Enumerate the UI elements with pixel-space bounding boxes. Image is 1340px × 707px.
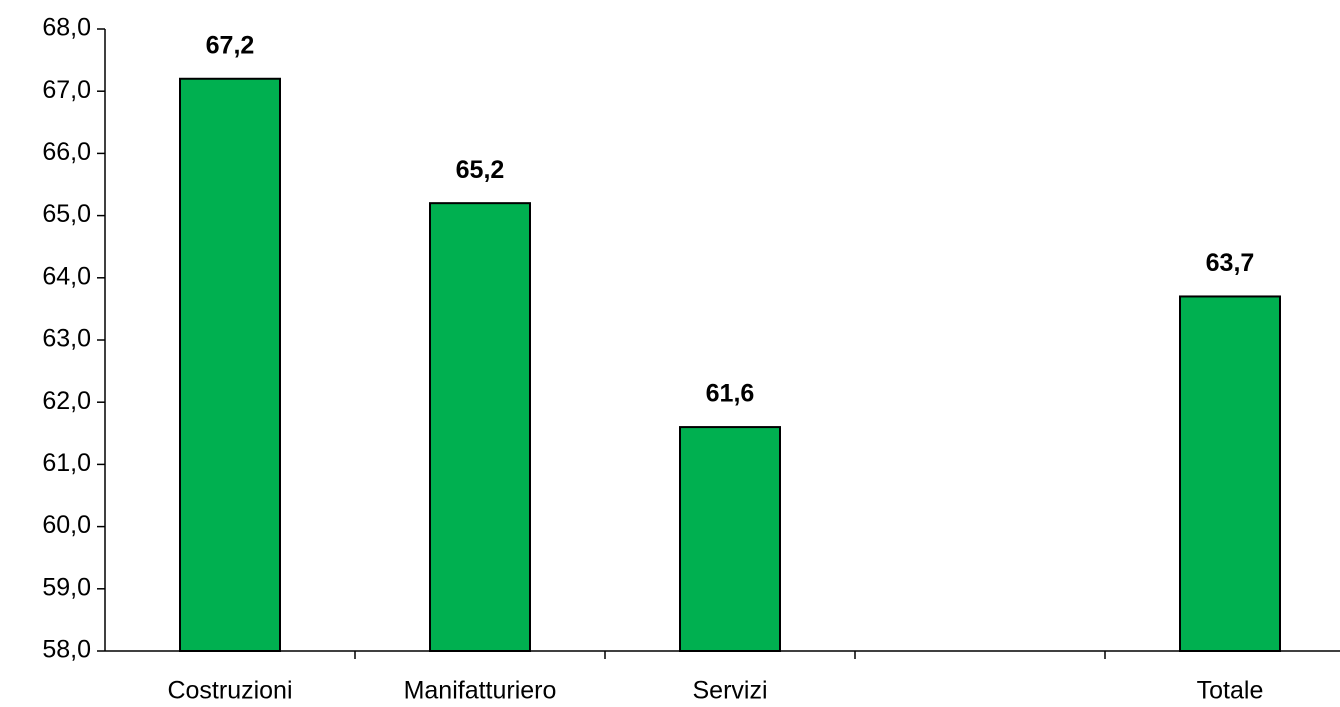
x-tick-label: Costruzioni: [167, 677, 292, 705]
y-tick-label: 58,0: [42, 636, 91, 664]
x-tick-label: Totale: [1197, 677, 1264, 705]
y-tick-label: 62,0: [42, 387, 91, 415]
bar: [429, 202, 531, 652]
y-tick-label: 61,0: [42, 449, 91, 477]
bar: [179, 77, 281, 652]
bar: [1179, 295, 1281, 652]
y-tick-label: 66,0: [42, 138, 91, 166]
y-tick-label: 60,0: [42, 511, 91, 539]
y-tick-label: 64,0: [42, 262, 91, 290]
bar: [679, 426, 781, 652]
y-tick-label: 65,0: [42, 200, 91, 228]
value-label: 63,7: [1206, 249, 1255, 277]
y-tick-label: 67,0: [42, 76, 91, 104]
y-tick-label: 59,0: [42, 573, 91, 601]
value-label: 67,2: [206, 31, 255, 59]
value-label: 61,6: [706, 380, 755, 408]
value-label: 65,2: [456, 156, 505, 184]
y-tick-label: 68,0: [42, 14, 91, 42]
y-tick-label: 63,0: [42, 325, 91, 353]
x-tick-label: Manifatturiero: [404, 677, 557, 705]
x-tick-label: Servizi: [692, 677, 767, 705]
